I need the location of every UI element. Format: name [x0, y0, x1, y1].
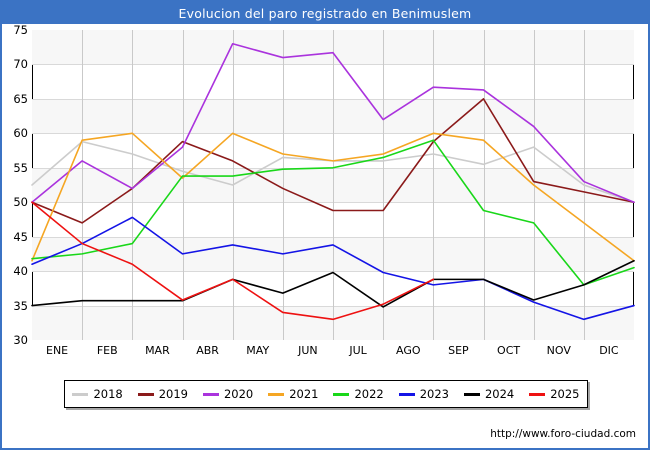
x-axis-tick-label: JUN [298, 344, 318, 357]
grid-line-vertical [383, 30, 385, 340]
grid-line-vertical [483, 30, 485, 340]
legend-item-label: 2021 [289, 387, 319, 401]
plot-area [31, 30, 635, 340]
legend-item-2022[interactable]: 2022 [333, 387, 384, 401]
grid-line-vertical [132, 30, 134, 340]
legend-item-label: 2019 [158, 387, 189, 401]
y-axis-tick-label: 30 [13, 333, 28, 347]
source-url: http://www.foro-ciudad.com [490, 428, 636, 440]
legend-item-2021[interactable]: 2021 [268, 387, 319, 401]
y-axis-tick-label: 70 [13, 57, 28, 72]
grid-line-vertical [182, 30, 184, 340]
y-axis-tick-label: 35 [13, 298, 28, 313]
legend-item-2020[interactable]: 2020 [202, 387, 254, 401]
legend-item-label: 2018 [93, 387, 123, 401]
x-axis-tick-label: AGO [395, 344, 421, 357]
x-axis: ENE FEB MAR ABR MAY JUN JUL AGO SEP OCT NOV DIC [32, 342, 634, 360]
x-axis-tick-label: JUL [349, 344, 367, 357]
x-axis-tick-label: MAY [246, 344, 270, 357]
series-line-2024 [31, 259, 635, 308]
y-axis-tick-label: 50 [13, 195, 28, 210]
y-axis-tick-label: 40 [13, 264, 28, 279]
page-title: Evolucion del paro registrado en Benimus… [178, 5, 472, 21]
legend-item-label: 2024 [484, 387, 515, 401]
legend-swatch-icon [137, 392, 154, 396]
legend-swatch-icon [72, 392, 89, 396]
y-axis-tick-label: 45 [13, 229, 28, 244]
legend-item-2025[interactable]: 2025 [529, 387, 580, 401]
series-line-2023 [31, 216, 635, 321]
x-axis-tick-label: MAR [145, 344, 170, 357]
grid-line-vertical [282, 30, 284, 340]
x-axis-tick-label: SEP [448, 344, 469, 357]
series-layer [31, 42, 635, 321]
legend-item-2018[interactable]: 2018 [72, 387, 123, 401]
series-line-2020 [31, 42, 635, 204]
x-axis-tick-label: NOV [546, 344, 571, 357]
x-axis-tick-label: DIC [599, 344, 619, 357]
legend-swatch-icon [463, 392, 480, 396]
legend-item-label: 2025 [550, 387, 580, 401]
y-axis-tick-label: 65 [13, 91, 28, 106]
legend-swatch-icon [529, 392, 546, 396]
grid-line-vertical [333, 30, 334, 340]
legend-swatch-icon [398, 392, 415, 396]
legend-item-label: 2023 [419, 387, 450, 401]
grid-line-vertical [82, 30, 84, 340]
x-axis-tick-label: FEB [96, 344, 118, 357]
window-title-bar: Evolucion del paro registrado en Benimus… [2, 2, 648, 24]
y-axis-tick-label: 55 [13, 160, 28, 175]
legend-item-label: 2020 [223, 387, 254, 401]
chart-legend: 2018 2019 2020 2021 2022 2023 2024 2025 [64, 380, 588, 408]
y-axis-tick-label: 60 [13, 126, 28, 141]
series-line-2021 [31, 132, 635, 262]
grid-line-vertical [433, 30, 435, 340]
legend-swatch-icon [268, 392, 285, 396]
legend-swatch-icon [202, 392, 219, 396]
x-axis-tick-label: OCT [497, 344, 521, 357]
y-axis-tick-label: 75 [13, 23, 28, 37]
x-axis-tick-label: ENE [46, 344, 69, 357]
x-axis-tick-label: ABR [196, 344, 219, 357]
legend-item-2023[interactable]: 2023 [398, 387, 450, 401]
legend-swatch-icon [333, 392, 350, 396]
series-line-2022 [31, 139, 635, 286]
legend-item-2024[interactable]: 2024 [463, 387, 515, 401]
legend-item-2019[interactable]: 2019 [137, 387, 189, 401]
legend-item-label: 2022 [354, 387, 384, 401]
series-line-2025 [31, 201, 435, 321]
